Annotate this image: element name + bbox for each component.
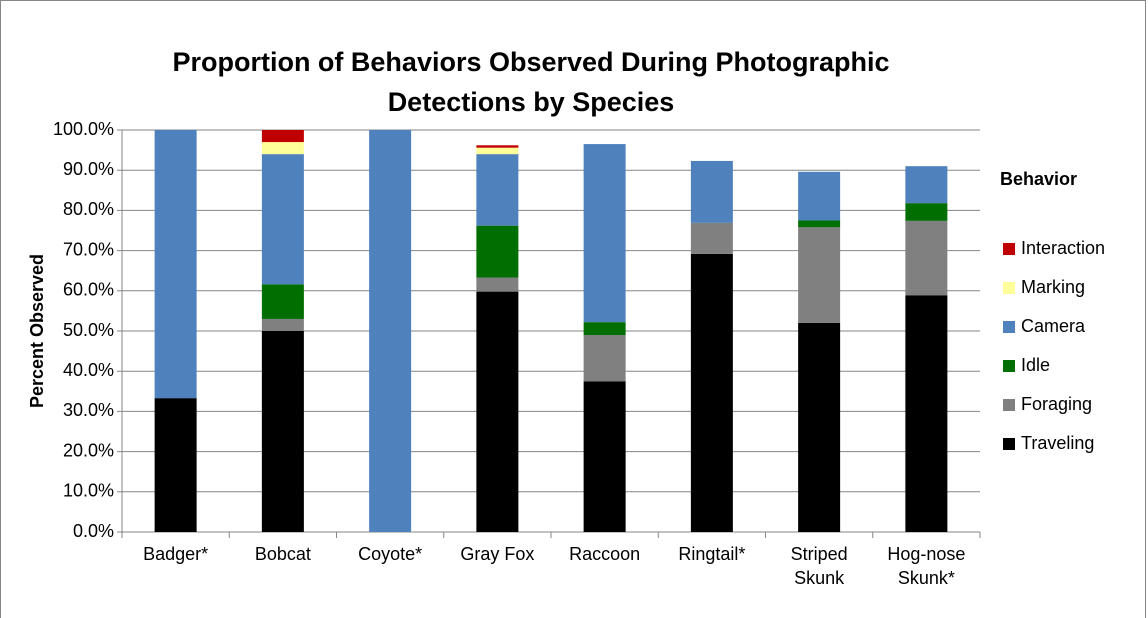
bar-segment — [905, 295, 948, 532]
bar-segment — [905, 203, 948, 221]
bar-segment — [154, 130, 197, 399]
legend-swatch — [1003, 282, 1015, 294]
bar-segment — [798, 322, 841, 532]
legend-label: Camera — [1021, 316, 1086, 336]
legend-label: Traveling — [1021, 433, 1094, 453]
y-tick-label: 40.0% — [63, 360, 114, 380]
bar-segment — [905, 220, 948, 296]
bar-segment — [798, 227, 841, 323]
y-tick-label: 70.0% — [63, 239, 114, 259]
x-tick-label: Raccoon — [569, 544, 641, 564]
bar-segment — [798, 220, 841, 228]
bar-segment — [261, 318, 304, 331]
bar-segment — [690, 222, 733, 254]
bar-segment — [476, 291, 519, 532]
bar-segment — [369, 130, 412, 532]
bar-segment — [476, 277, 519, 292]
bar-segment — [261, 142, 304, 155]
bar-segment — [476, 154, 519, 226]
bar-segment — [261, 331, 304, 532]
y-tick-label: 90.0% — [63, 159, 114, 179]
chart-title: Proportion of Behaviors Observed During … — [172, 47, 890, 117]
bar-segment — [154, 398, 197, 532]
y-tick-label: 60.0% — [63, 280, 114, 300]
bar-segment — [583, 322, 626, 336]
bar-segment — [690, 253, 733, 533]
legend-label: Foraging — [1021, 394, 1092, 414]
y-tick-label: 50.0% — [63, 320, 114, 340]
y-tick-label: 100.0% — [53, 119, 114, 139]
bar-segment — [798, 171, 841, 221]
bar-segment — [583, 335, 626, 382]
x-tick-label: Striped Skunk — [790, 544, 848, 588]
y-tick-label: 0.0% — [73, 521, 114, 541]
bar-segment — [583, 381, 626, 532]
legend-swatch — [1003, 243, 1015, 255]
y-tick-label: 80.0% — [63, 199, 114, 219]
bar-segment — [476, 147, 519, 155]
bar-segment — [476, 145, 519, 148]
bar-segment — [583, 144, 626, 323]
y-tick-label: 10.0% — [63, 481, 114, 501]
legend-label: Idle — [1021, 355, 1050, 375]
y-tick-label: 30.0% — [63, 400, 114, 420]
legend-swatch — [1003, 438, 1015, 450]
legend-label: Marking — [1021, 277, 1085, 297]
x-tick-label: Badger* — [143, 544, 209, 564]
bar-segment — [261, 284, 304, 319]
x-tick-label: Coyote* — [358, 544, 423, 564]
bar-segment — [690, 160, 733, 223]
bar-segment — [261, 154, 304, 285]
legend-swatch — [1003, 360, 1015, 372]
bar-segment — [261, 130, 304, 143]
legend-title: Behavior — [1000, 169, 1077, 189]
legend-swatch — [1003, 321, 1015, 333]
x-tick-label: Bobcat — [254, 544, 311, 564]
bar-segment — [905, 166, 948, 204]
x-tick-label: Gray Fox — [460, 544, 535, 564]
legend-swatch — [1003, 399, 1015, 411]
x-tick-label: Hog-nose Skunk* — [887, 544, 966, 588]
legend-label: Interaction — [1021, 238, 1105, 258]
x-tick-label: Ringtail* — [678, 544, 746, 564]
bar-segment — [476, 225, 519, 278]
y-tick-label: 20.0% — [63, 440, 114, 460]
y-axis-label: Percent Observed — [27, 254, 47, 408]
